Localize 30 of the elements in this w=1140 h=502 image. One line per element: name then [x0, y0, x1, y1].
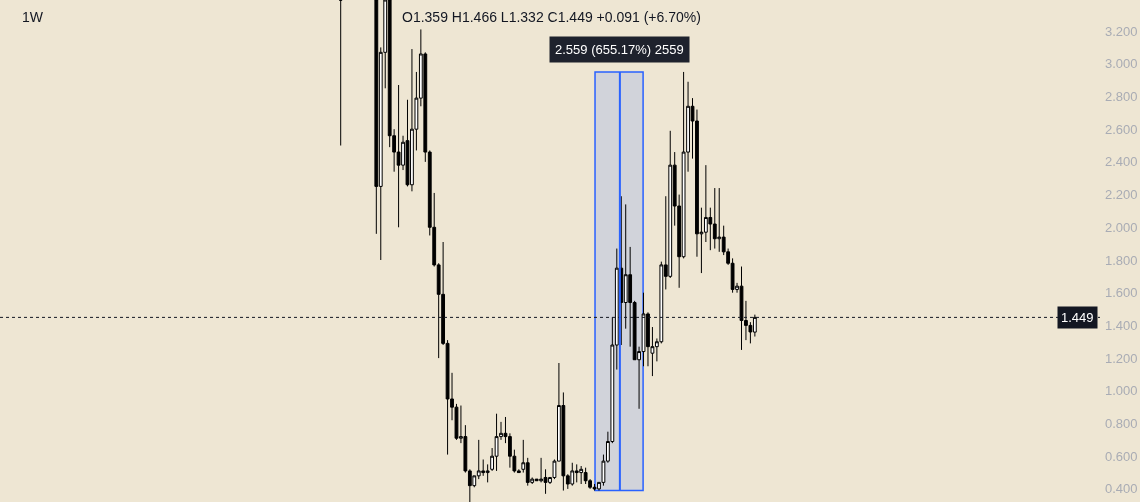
y-tick-label: 0.600 [1105, 448, 1138, 464]
y-tick-label: 3.200 [1105, 23, 1138, 39]
candlestick [494, 413, 499, 472]
candlestick [338, 0, 343, 147]
y-tick-label: 1.600 [1105, 285, 1138, 301]
y-tick-label: 1.200 [1105, 350, 1138, 366]
y-tick-label: 2.600 [1105, 121, 1138, 137]
candlestick [592, 483, 597, 492]
y-tick-label: 0.800 [1105, 416, 1138, 432]
y-tick-label: 1.800 [1105, 252, 1138, 268]
text: O1.359 H1.466 L1.332 C1.449 +0.091 (+6.70%) [402, 9, 701, 25]
y-tick-label: 0.400 [1105, 481, 1138, 497]
y-tick-label: 1.400 [1105, 317, 1138, 333]
y-tick-label: 2.000 [1105, 219, 1138, 235]
candlestick [739, 266, 744, 351]
candlestick [583, 467, 588, 485]
candlestick [579, 465, 584, 485]
annotation: 2.559 (655.17%) 2559 [555, 42, 684, 57]
text: 1W [22, 8, 44, 25]
y-tick-label: 3.000 [1105, 56, 1138, 72]
y-tick-label: 2.200 [1105, 187, 1138, 203]
y-tick-label: 2.800 [1105, 89, 1138, 105]
y-tick-label: 1.000 [1105, 383, 1138, 399]
candlestick [712, 187, 717, 250]
candlestick [574, 463, 579, 483]
candlestick [396, 84, 401, 228]
ref-line-label: 1.449 [1061, 310, 1094, 325]
y-tick-label: 2.400 [1105, 154, 1138, 170]
candlestick [570, 462, 575, 487]
candlestick [717, 187, 722, 253]
